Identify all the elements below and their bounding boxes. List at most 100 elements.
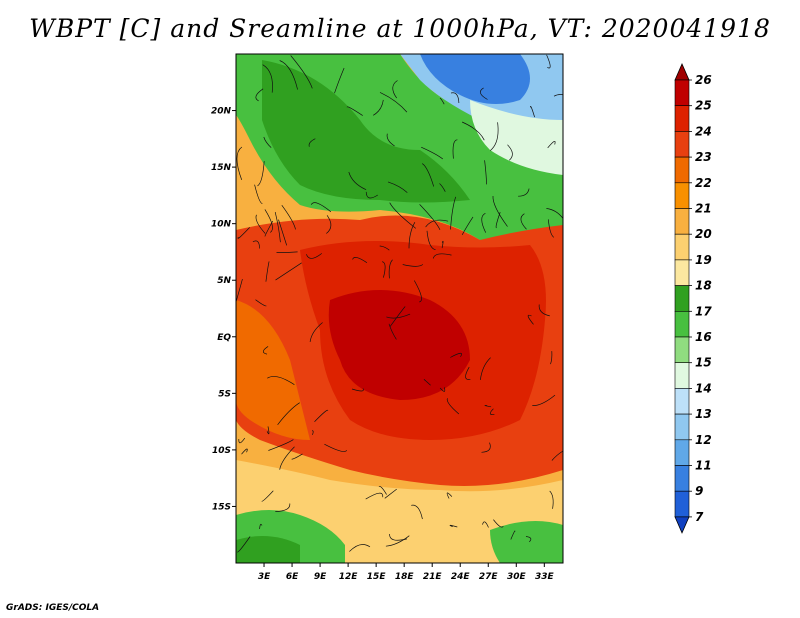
streamline (450, 196, 457, 230)
wbpt-region-2 (262, 60, 470, 203)
streamline (261, 490, 274, 502)
wbpt-region-11 (236, 536, 300, 563)
colorbar-tick-label: 19 (695, 253, 712, 267)
streamline (236, 536, 251, 553)
streamline (480, 357, 491, 380)
streamline (236, 146, 243, 181)
streamline (482, 521, 489, 528)
streamline (266, 426, 270, 435)
streamline (425, 219, 449, 228)
colorbar-tick-label: 21 (695, 202, 712, 216)
streamline (255, 88, 264, 102)
streamline (365, 191, 378, 199)
colorbar-tick-label: 20 (695, 227, 712, 241)
streamline (279, 60, 298, 90)
streamline (421, 163, 435, 187)
streamline (314, 409, 329, 422)
colorbar-min-arrow (674, 516, 690, 534)
streamline (439, 97, 445, 105)
streamline (538, 304, 550, 317)
wbpt-region-13 (236, 300, 310, 440)
streamline (324, 443, 347, 452)
streamline (262, 346, 269, 355)
colorbar-tick-label: 12 (695, 433, 712, 447)
colorbar-tick-label: 14 (695, 381, 712, 395)
streamline (419, 204, 441, 231)
streamline (365, 492, 384, 500)
streamline (352, 257, 368, 263)
wbpt-region-5 (470, 100, 563, 175)
streamline (254, 184, 263, 205)
x-tick-label: 9E (314, 572, 327, 582)
colorbar-tick-label: 24 (695, 124, 712, 138)
colorbar-segment (674, 208, 690, 235)
streamline (263, 136, 272, 148)
streamline (546, 54, 551, 69)
colorbar-tick-label: 25 (695, 99, 712, 113)
streamline (484, 405, 492, 408)
colorbar-segment (674, 156, 690, 184)
streamline (481, 442, 491, 453)
y-tick-label: 20N (211, 107, 232, 117)
colorbar-segment (674, 465, 690, 492)
streamline (237, 227, 250, 239)
colorbar-tick-label: 13 (695, 407, 712, 421)
streamline (306, 253, 323, 259)
streamline (510, 530, 516, 540)
streamline (547, 140, 556, 149)
streamline (238, 437, 246, 444)
colorbar-segment (674, 259, 690, 286)
streamline (484, 160, 487, 185)
streamline (276, 251, 298, 253)
streamline (388, 323, 397, 340)
streamline (278, 219, 288, 246)
wbpt-region-12 (490, 521, 563, 563)
streamline (408, 222, 416, 249)
streamline (386, 133, 395, 147)
colorbar-segment (674, 413, 690, 441)
streamline (389, 202, 417, 229)
colorbar-segment (674, 131, 690, 158)
streamline (423, 379, 431, 386)
streamline (346, 106, 363, 116)
x-tick-label: 21E (423, 572, 443, 582)
colorbar-tick-label: 22 (695, 176, 712, 190)
colorbar-segment (674, 233, 690, 261)
streamline (446, 492, 453, 499)
y-tick-label: 15N (211, 163, 232, 173)
x-tick-label: 24E (451, 572, 471, 582)
streamline (530, 105, 535, 118)
streamline (349, 544, 371, 552)
streamline (309, 322, 323, 342)
streamline (268, 439, 294, 451)
streamline (255, 214, 266, 234)
streamline (426, 230, 436, 250)
colorbar-segment (674, 388, 690, 415)
streamline (402, 264, 424, 267)
y-tick-label: 10N (211, 220, 232, 230)
colorbar-segment (674, 285, 690, 312)
colorbar: 26 25 24 23 22 21 20 19 18 17 16 15 14 13 12 11 9 7 (674, 63, 712, 534)
streamline (241, 448, 248, 455)
streamline (392, 80, 398, 99)
wbpt-region-4 (420, 54, 530, 104)
streamline (255, 299, 267, 307)
colorbar-max-arrow (674, 63, 690, 81)
colorbar-tick-label: 18 (695, 279, 712, 293)
streamline (525, 536, 532, 543)
streamline (267, 376, 295, 385)
colorbar-tick-label: 7 (695, 510, 704, 524)
streamline (546, 208, 563, 220)
streamline (252, 240, 260, 249)
colorbar-tick-label: 17 (695, 304, 712, 318)
x-tick-label: 18E (395, 572, 415, 582)
streamline (387, 181, 408, 193)
streamline (465, 366, 471, 380)
y-tick-label: 10S (212, 446, 231, 456)
colorbar-segment (674, 182, 690, 209)
streamline (489, 408, 495, 415)
streamline (264, 209, 273, 233)
streamline (452, 139, 458, 159)
colorbar-segment (674, 336, 690, 364)
plot-area (236, 54, 563, 563)
